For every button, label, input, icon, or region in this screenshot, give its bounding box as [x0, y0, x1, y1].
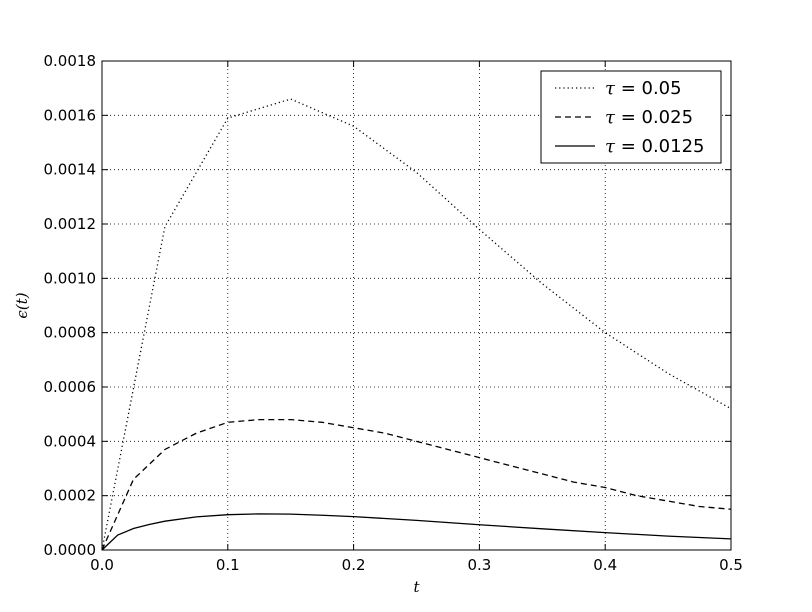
plot-frame — [101, 60, 732, 551]
legend-label-symbol: τ — [605, 136, 616, 157]
y-tick-label: 0.0014 — [44, 161, 97, 179]
y-tick-label: 0.0000 — [44, 541, 97, 559]
y-tick-label: 0.0004 — [44, 432, 97, 450]
series-line-3 — [101, 513, 732, 551]
x-tick-label: 0.1 — [216, 556, 240, 574]
legend-label: τ = 0.025 — [605, 107, 693, 128]
x-tick-label: 0.3 — [467, 556, 491, 574]
x-tick-label: 0.5 — [719, 556, 743, 574]
series-line-2 — [101, 418, 732, 551]
legend-label-symbol: τ — [605, 78, 616, 99]
legend-label-symbol: τ — [605, 107, 616, 128]
series-layer — [101, 98, 732, 551]
legend-label: τ = 0.05 — [605, 78, 682, 99]
y-tick-label: 0.0016 — [44, 106, 97, 124]
y-tick-label: 0.0006 — [44, 378, 97, 396]
legend-label-value: = 0.0125 — [615, 136, 705, 157]
y-tick-label: 0.0002 — [44, 487, 97, 505]
tick-layer: 0.0 0.1 0.2 0.3 0.4 0.5 0.0000 0.0002 0.0004 0.00… — [44, 52, 743, 574]
y-tick-label: 0.0012 — [44, 215, 97, 233]
x-tick-label: 0.0 — [90, 556, 114, 574]
legend-label: τ = 0.0125 — [605, 136, 704, 157]
y-tick-label: 0.0018 — [44, 52, 97, 70]
grid-layer — [102, 61, 731, 550]
x-tick-label: 0.4 — [593, 556, 617, 574]
legend-label-value: = 0.025 — [615, 107, 693, 128]
y-tick-label: 0.0008 — [44, 324, 97, 342]
series-line-1 — [101, 98, 732, 551]
x-axis-label: t — [413, 578, 420, 596]
x-tick-label: 0.2 — [342, 556, 366, 574]
legend-label-value: = 0.05 — [615, 78, 682, 99]
y-tick-label: 0.0010 — [44, 269, 97, 287]
y-axis-label: ϵ(t) — [13, 292, 31, 318]
